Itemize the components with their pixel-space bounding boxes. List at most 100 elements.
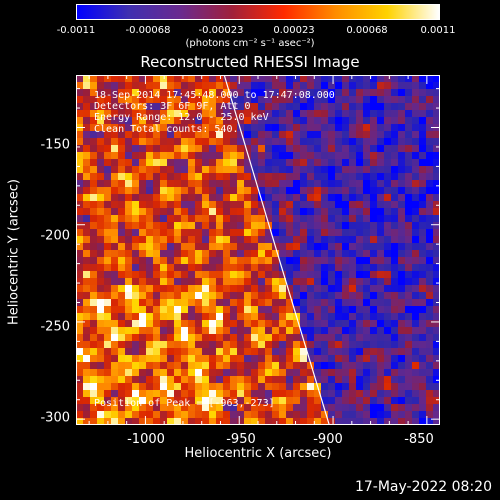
heatmap-cell [188, 362, 196, 370]
heatmap-cell [118, 327, 126, 335]
heatmap-cell [153, 369, 161, 377]
heatmap-cell [216, 411, 224, 419]
heatmap-cell [335, 243, 343, 251]
heatmap-cell [160, 222, 168, 230]
heatmap-cell [279, 250, 287, 258]
heatmap-cell [356, 236, 364, 244]
heatmap-cell [286, 397, 294, 405]
heatmap-cell [160, 397, 168, 405]
heatmap-cell [132, 292, 140, 300]
heatmap-cell [216, 187, 224, 195]
heatmap-cell [370, 82, 378, 90]
heatmap-cell [391, 110, 399, 118]
heatmap-cell [195, 278, 203, 286]
heatmap-cell [426, 362, 434, 370]
heatmap-cell [188, 418, 196, 425]
heatmap-cell [195, 362, 203, 370]
heatmap-cell [419, 103, 427, 111]
heatmap-cell [76, 355, 84, 363]
heatmap-cell [125, 117, 133, 125]
heatmap-cell [195, 187, 203, 195]
heatmap-cell [377, 152, 385, 160]
heatmap-cell [251, 187, 259, 195]
heatmap-cell [328, 327, 336, 335]
heatmap-cell [90, 194, 98, 202]
heatmap-cell [181, 117, 189, 125]
heatmap-cell [174, 278, 182, 286]
heatmap-cell [342, 383, 350, 391]
heatmap-cell [251, 75, 259, 83]
heatmap-cell [321, 180, 329, 188]
heatmap-cell [328, 278, 336, 286]
heatmap-cell [188, 124, 196, 132]
heatmap-cell [251, 215, 259, 223]
heatmap-cell [363, 292, 371, 300]
heatmap-cell [83, 131, 91, 139]
heatmap-cell [293, 278, 301, 286]
heatmap-cell [209, 222, 217, 230]
heatmap-cell [188, 131, 196, 139]
heatmap-cell [321, 313, 329, 321]
heatmap-cell [433, 257, 440, 265]
heatmap-cell [377, 264, 385, 272]
heatmap-cell [146, 376, 154, 384]
heatmap-cell [314, 355, 322, 363]
heatmap-cell [356, 103, 364, 111]
heatmap-cell [405, 201, 413, 209]
heatmap-cell [433, 404, 440, 412]
heatmap-cell [335, 166, 343, 174]
heatmap-cell [167, 222, 175, 230]
heatmap-cell [279, 180, 287, 188]
heatmap-cell [419, 187, 427, 195]
heatmap-cell [328, 159, 336, 167]
heatmap-cell [384, 208, 392, 216]
heatmap-cell [174, 348, 182, 356]
heatmap-cell [251, 222, 259, 230]
heatmap-cell [160, 96, 168, 104]
heatmap-cell [230, 222, 238, 230]
heatmap-cell [349, 145, 357, 153]
heatmap-cell [202, 355, 210, 363]
heatmap-cell [300, 131, 308, 139]
heatmap-cell [104, 278, 112, 286]
heatmap-cell [314, 418, 322, 425]
heatmap-cell [188, 180, 196, 188]
heatmap-cell [335, 327, 343, 335]
y-tick-label: -200 [40, 228, 70, 244]
heatmap-cell [216, 327, 224, 335]
heatmap-cell [244, 257, 252, 265]
heatmap-cell [146, 299, 154, 307]
heatmap-cell [258, 215, 266, 223]
heatmap-cell [209, 180, 217, 188]
heatmap-cell [405, 320, 413, 328]
heatmap-cell [405, 390, 413, 398]
heatmap-cell [300, 306, 308, 314]
heatmap-cell [328, 271, 336, 279]
heatmap-cell [335, 75, 343, 83]
heatmap-cell [335, 306, 343, 314]
heatmap-cell [265, 152, 273, 160]
heatmap-cell [328, 418, 336, 425]
heatmap-cell [167, 173, 175, 181]
heatmap-cell [342, 152, 350, 160]
heatmap-cell [160, 110, 168, 118]
heatmap-cell [293, 320, 301, 328]
heatmap-cell [412, 271, 420, 279]
heatmap-cell [97, 194, 105, 202]
heatmap-cell [153, 397, 161, 405]
heatmap-cell [195, 250, 203, 258]
heatmap-cell [258, 376, 266, 384]
heatmap-cell [244, 138, 252, 146]
heatmap-cell [356, 117, 364, 125]
heatmap-cell [307, 341, 315, 349]
heatmap-cell [307, 229, 315, 237]
heatmap-cell [202, 390, 210, 398]
heatmap-cell [377, 166, 385, 174]
heatmap-cell [216, 306, 224, 314]
heatmap-cell [391, 173, 399, 181]
heatmap-cell [335, 285, 343, 293]
heatmap-cell [223, 222, 231, 230]
heatmap-cell [307, 166, 315, 174]
heatmap-cell [209, 166, 217, 174]
heatmap-cell [146, 292, 154, 300]
